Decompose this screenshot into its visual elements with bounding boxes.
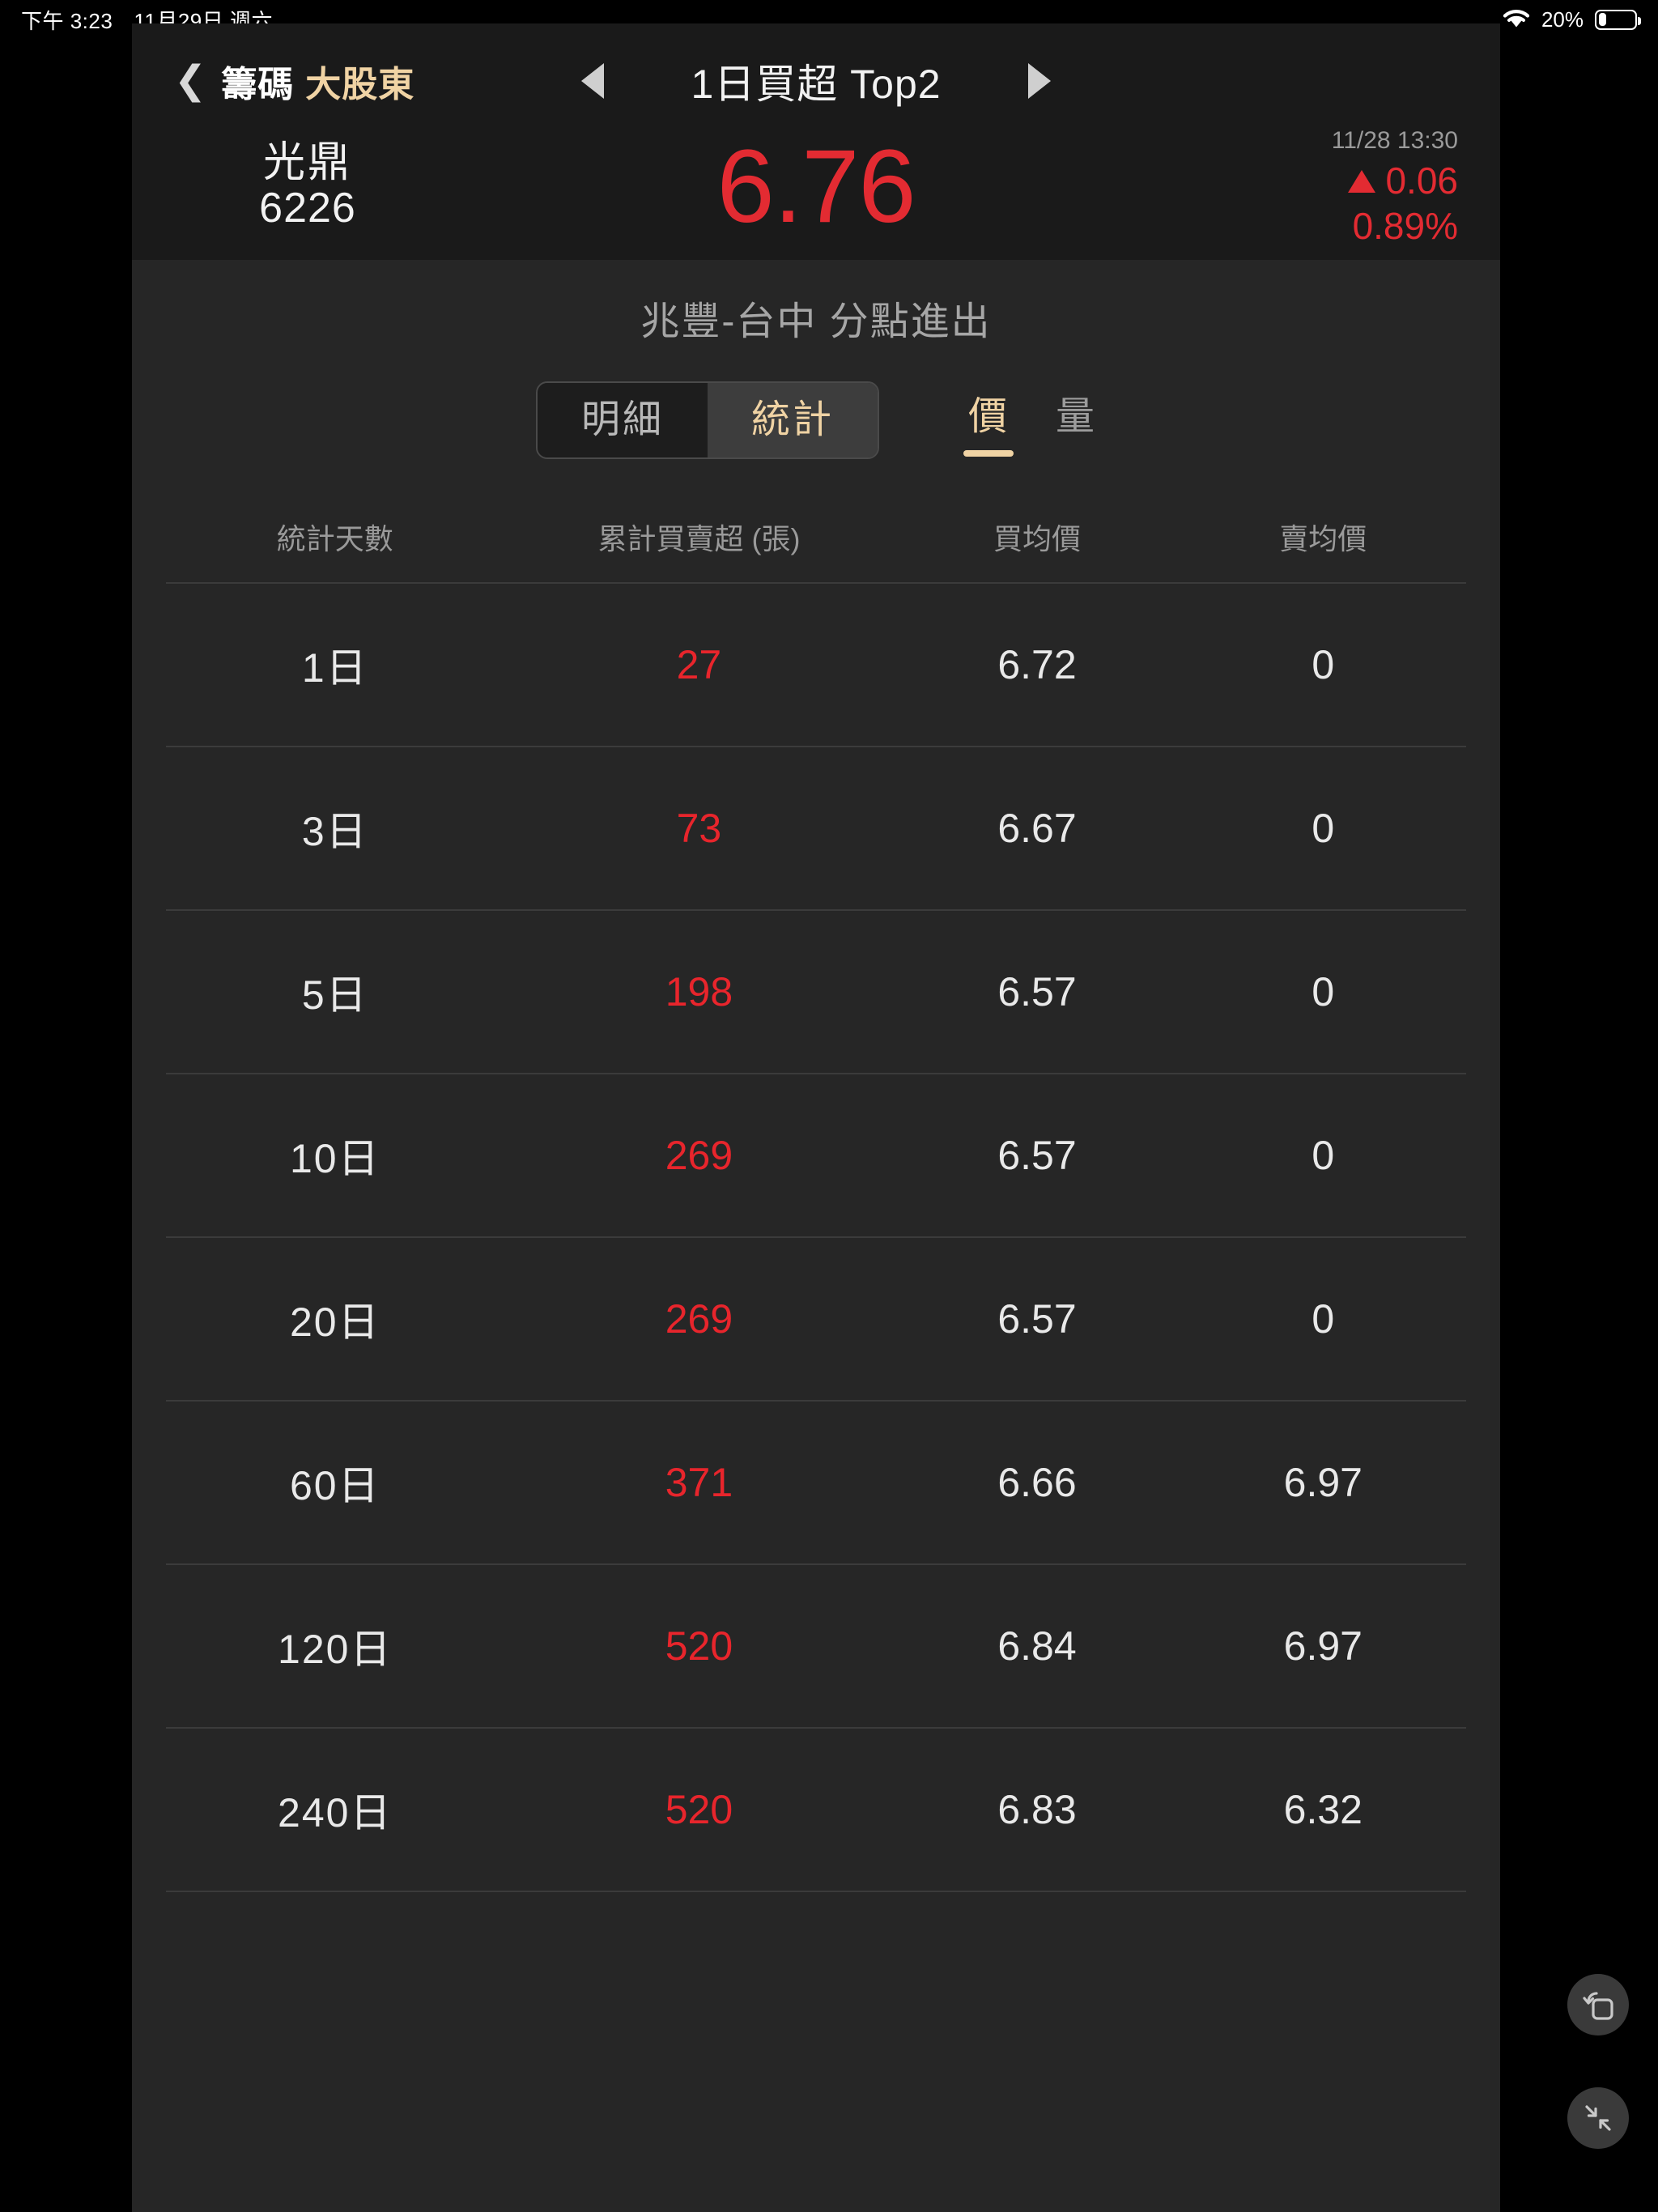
triangle-left-icon[interactable] [581,63,604,99]
page-title: 1日買超 Top2 [691,62,942,107]
quote-timestamp: 11/28 13:30 [1331,127,1458,155]
back-label-accent: 大股東 [305,65,415,104]
wifi-icon [1503,9,1530,30]
column-header-days: 統計天數 [276,522,393,555]
cell-days: 240日 [278,1790,393,1836]
cell-net: 269 [665,1296,733,1342]
cell-buy-avg: 6.67 [997,806,1077,851]
cell-buy-avg: 6.84 [997,1623,1077,1669]
cell-net: 198 [665,969,733,1015]
cell-sell-avg: 0 [1312,806,1335,851]
cell-days: 120日 [278,1627,393,1672]
back-label-primary: 籌碼 [221,65,295,104]
cell-sell-avg: 6.97 [1283,1623,1363,1669]
cell-sell-avg: 6.97 [1283,1460,1363,1505]
cell-sell-avg: 0 [1312,1133,1335,1178]
shrink-window-button[interactable] [1567,2087,1629,2149]
stock-code: 6226 [259,185,356,232]
nav-center-group: 1日買超 Top2 [132,23,1500,138]
stock-name: 光鼎 [262,138,352,186]
stock-change-group: 11/28 13:30 0.06 0.89% [1191,125,1458,249]
price-change-value: 0.06 [1385,159,1458,202]
price-change: 0.06 [1191,158,1458,205]
cell-days: 10日 [289,1136,380,1181]
status-bar: 下午 3:23 11月29日 週六 20% [0,0,1658,39]
mode-segmented-control: 明細 統計 [535,381,879,459]
cell-net: 520 [665,1623,733,1669]
cell-days: 3日 [301,809,368,854]
table-row[interactable]: 240日 520 6.83 6.32 [166,1729,1466,1892]
table-row[interactable]: 5日 198 6.57 0 [166,911,1466,1074]
cell-net: 269 [665,1133,733,1178]
cell-net: 27 [676,642,722,687]
cell-buy-avg: 6.57 [997,969,1077,1015]
price-change-percent: 0.89% [1352,205,1458,248]
cell-sell-avg: 0 [1312,969,1335,1015]
cell-buy-avg: 6.57 [997,1296,1077,1342]
cell-sell-avg: 0 [1312,1296,1335,1342]
cell-buy-avg: 6.72 [997,642,1077,687]
header-divider [166,582,1466,584]
table-row[interactable]: 3日 73 6.67 0 [166,747,1466,911]
tab-volume[interactable]: 量 [1056,395,1097,438]
battery-icon [1595,9,1641,30]
triangle-right-icon[interactable] [1028,63,1051,99]
back-button[interactable]: ❮ 籌碼 大股東 [174,55,414,107]
cell-sell-avg: 6.32 [1283,1787,1363,1832]
table-row[interactable]: 10日 269 6.57 0 [166,1074,1466,1238]
tab-detail[interactable]: 明細 [537,383,708,457]
triangle-up-icon [1348,169,1376,193]
table-header-row: 統計天數 累計買賣超 (張) 買均價 賣均價 [166,491,1466,582]
cell-buy-avg: 6.83 [997,1787,1077,1832]
tab-price[interactable]: 價 [963,384,1014,457]
column-header-sell-avg: 賣均價 [1279,522,1367,555]
table-row[interactable]: 60日 371 6.66 6.97 [166,1402,1466,1565]
cell-days: 5日 [301,972,368,1018]
quote-summary: 光鼎 6226 6.76 11/28 13:30 0.06 0.89% [132,127,1500,260]
tab-statistics[interactable]: 統計 [707,383,878,457]
view-controls: 明細 統計 價 量 [132,370,1500,491]
status-bar-right: 20% [1503,6,1641,32]
battery-percent: 20% [1541,6,1584,32]
rotate-screen-button[interactable] [1567,1974,1629,2035]
cell-buy-avg: 6.57 [997,1133,1077,1178]
chevron-left-icon: ❮ [174,59,207,102]
cell-buy-avg: 6.66 [997,1460,1077,1505]
table-row[interactable]: 1日 27 6.72 0 [166,584,1466,747]
cell-net: 73 [676,806,722,851]
cell-days: 1日 [301,645,368,691]
broker-subtitle: 兆豐-台中 分點進出 [640,300,992,343]
app-header: ❮ 籌碼 大股東 1日買超 Top2 光鼎 6226 6.76 11/28 13… [132,23,1500,260]
status-time: 下午 3:23 [21,8,113,33]
shrink-window-icon [1585,2105,1611,2131]
table-row[interactable]: 120日 520 6.84 6.97 [166,1565,1466,1729]
cell-days: 60日 [289,1463,380,1508]
stock-identity[interactable]: 光鼎 6226 [174,141,441,233]
app-window: ❮ 籌碼 大股東 1日買超 Top2 光鼎 6226 6.76 11/28 13… [132,23,1500,2212]
price-volume-tabs: 價 量 [963,384,1097,457]
navigation-bar: ❮ 籌碼 大股東 1日買超 Top2 [132,23,1500,138]
column-header-buy-avg: 買均價 [993,522,1081,555]
column-header-net: 累計買賣超 (張) [597,522,801,555]
cell-sell-avg: 0 [1312,642,1335,687]
statistics-table: 統計天數 累計買賣超 (張) 買均價 賣均價 1日 27 6.72 0 3日 7… [132,491,1500,1892]
cell-net: 371 [665,1460,733,1505]
cell-net: 520 [665,1787,733,1832]
rotate-screen-icon [1583,1992,1613,2020]
stock-price: 6.76 [716,129,916,245]
cell-days: 20日 [289,1300,380,1345]
table-row[interactable]: 20日 269 6.57 0 [166,1238,1466,1402]
